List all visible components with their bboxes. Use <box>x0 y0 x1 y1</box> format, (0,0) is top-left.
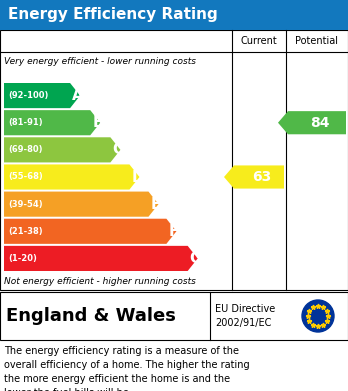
Polygon shape <box>4 165 140 190</box>
Text: 84: 84 <box>310 116 330 130</box>
Text: D: D <box>132 170 144 185</box>
Text: G: G <box>190 251 202 266</box>
Polygon shape <box>4 219 176 244</box>
Text: (69-80): (69-80) <box>8 145 42 154</box>
Text: (92-100): (92-100) <box>8 91 48 100</box>
Polygon shape <box>4 137 120 162</box>
Text: EU Directive: EU Directive <box>215 304 275 314</box>
Text: 2002/91/EC: 2002/91/EC <box>215 318 271 328</box>
Text: The energy efficiency rating is a measure of the
overall efficiency of a home. T: The energy efficiency rating is a measur… <box>4 346 250 391</box>
Bar <box>0 0 348 30</box>
Polygon shape <box>4 246 198 271</box>
Text: (39-54): (39-54) <box>8 200 42 209</box>
Text: (81-91): (81-91) <box>8 118 42 127</box>
Polygon shape <box>4 192 158 217</box>
Text: F: F <box>168 224 179 239</box>
Text: B: B <box>92 115 104 130</box>
Bar <box>0 292 348 340</box>
Text: (55-68): (55-68) <box>8 172 43 181</box>
Text: Energy Efficiency Rating: Energy Efficiency Rating <box>8 7 218 23</box>
Text: Not energy efficient - higher running costs: Not energy efficient - higher running co… <box>4 278 196 287</box>
Text: England & Wales: England & Wales <box>6 307 176 325</box>
Text: C: C <box>112 142 124 157</box>
Text: E: E <box>150 197 161 212</box>
Text: Very energy efficient - lower running costs: Very energy efficient - lower running co… <box>4 57 196 66</box>
Bar <box>0 30 348 290</box>
Text: Potential: Potential <box>295 36 339 46</box>
Text: A: A <box>72 88 84 103</box>
Text: (1-20): (1-20) <box>8 254 37 263</box>
Polygon shape <box>4 110 100 135</box>
Text: Current: Current <box>240 36 277 46</box>
Text: (21-38): (21-38) <box>8 227 42 236</box>
Text: 63: 63 <box>252 170 272 184</box>
Polygon shape <box>278 111 346 134</box>
Polygon shape <box>4 83 80 108</box>
Circle shape <box>302 300 334 332</box>
Polygon shape <box>224 165 284 188</box>
